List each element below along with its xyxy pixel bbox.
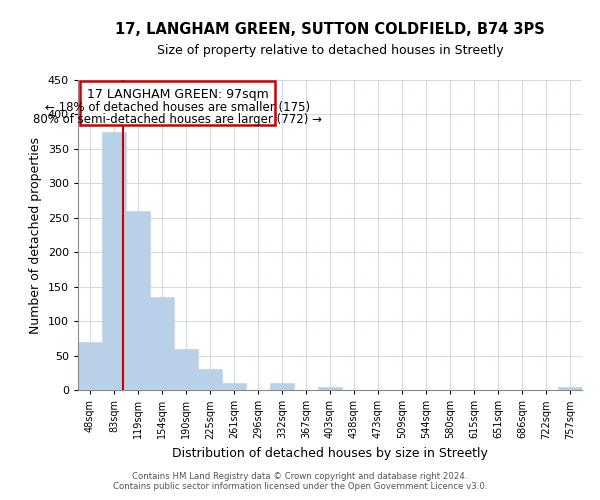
Bar	[78, 342, 102, 390]
Bar	[102, 132, 126, 390]
Bar	[198, 370, 222, 390]
Bar	[126, 211, 150, 390]
Bar	[270, 383, 294, 390]
Bar	[222, 383, 246, 390]
Bar	[150, 297, 174, 390]
Bar	[318, 386, 342, 390]
Text: ← 18% of detached houses are smaller (175): ← 18% of detached houses are smaller (17…	[45, 100, 310, 114]
Y-axis label: Number of detached properties: Number of detached properties	[29, 136, 42, 334]
Text: 17 LANGHAM GREEN: 97sqm: 17 LANGHAM GREEN: 97sqm	[87, 88, 268, 102]
Text: Contains public sector information licensed under the Open Government Licence v3: Contains public sector information licen…	[113, 482, 487, 491]
Bar	[558, 386, 582, 390]
FancyBboxPatch shape	[80, 82, 275, 125]
Text: 80% of semi-detached houses are larger (772) →: 80% of semi-detached houses are larger (…	[33, 113, 322, 126]
X-axis label: Distribution of detached houses by size in Streetly: Distribution of detached houses by size …	[172, 447, 488, 460]
Text: Contains HM Land Registry data © Crown copyright and database right 2024.: Contains HM Land Registry data © Crown c…	[132, 472, 468, 481]
Text: Size of property relative to detached houses in Streetly: Size of property relative to detached ho…	[157, 44, 503, 57]
Bar	[174, 348, 198, 390]
Text: 17, LANGHAM GREEN, SUTTON COLDFIELD, B74 3PS: 17, LANGHAM GREEN, SUTTON COLDFIELD, B74…	[115, 22, 545, 38]
